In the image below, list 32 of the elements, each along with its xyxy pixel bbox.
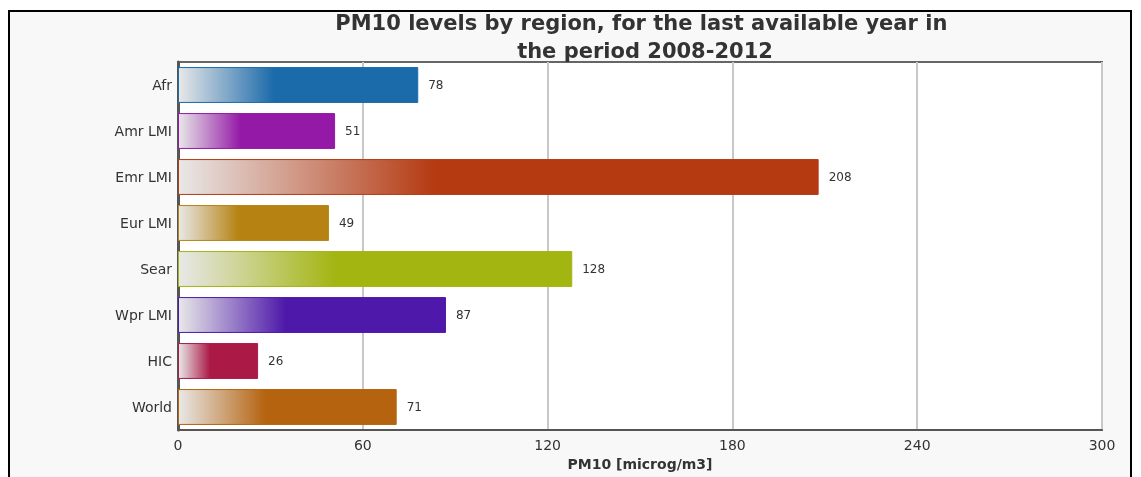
y-tick-label: Afr xyxy=(152,77,173,93)
y-tick-label: HIC xyxy=(147,353,173,369)
bar xyxy=(178,251,573,287)
data-label: 26 xyxy=(268,354,284,368)
bar xyxy=(178,297,446,333)
x-tick-label: 60 xyxy=(353,437,372,453)
data-label: 208 xyxy=(828,170,852,184)
bar xyxy=(178,159,819,195)
bar xyxy=(178,389,397,425)
data-label: 78 xyxy=(428,78,444,92)
y-tick-label: Eur LMI xyxy=(120,215,172,231)
data-label: 128 xyxy=(582,262,606,276)
y-tick-label: World xyxy=(131,399,172,415)
bar xyxy=(178,67,419,103)
y-tick-label: Sear xyxy=(140,261,173,277)
data-label: 51 xyxy=(345,124,361,138)
x-tick-label: 240 xyxy=(903,437,931,453)
y-tick-label: Emr LMI xyxy=(115,169,172,185)
bar xyxy=(178,205,329,241)
bar xyxy=(178,343,259,379)
x-axis-title: PM10 [microg/m3] xyxy=(567,455,713,472)
bar xyxy=(178,113,336,149)
chart-title: PM10 levels by region, for the last available year in the period 2008-2012 xyxy=(335,11,955,63)
x-tick-label: 180 xyxy=(719,437,746,453)
y-tick-label: Wpr LMI xyxy=(115,307,172,323)
x-tick-label: 120 xyxy=(534,437,561,453)
x-tick-label: 300 xyxy=(1088,437,1116,453)
data-label: 71 xyxy=(406,400,422,414)
data-label: 49 xyxy=(338,216,355,230)
data-label: 87 xyxy=(455,308,472,322)
x-tick-label: 0 xyxy=(173,437,183,453)
y-tick-label: Amr LMI xyxy=(114,123,172,139)
